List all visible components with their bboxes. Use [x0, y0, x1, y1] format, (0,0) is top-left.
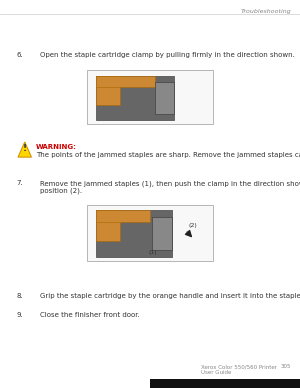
Text: 305: 305: [280, 364, 291, 369]
FancyBboxPatch shape: [96, 210, 172, 257]
FancyBboxPatch shape: [96, 210, 120, 241]
Text: Troubleshooting: Troubleshooting: [240, 9, 291, 14]
FancyBboxPatch shape: [87, 70, 213, 124]
Text: (1): (1): [148, 250, 157, 255]
FancyBboxPatch shape: [96, 76, 155, 87]
Text: The points of the jammed staples are sharp. Remove the jammed staples carefully.: The points of the jammed staples are sha…: [36, 152, 300, 158]
Text: 8.: 8.: [16, 293, 23, 299]
Text: 7.: 7.: [16, 180, 23, 186]
Text: Open the staple cartridge clamp by pulling firmly in the direction shown.: Open the staple cartridge clamp by pulli…: [40, 52, 296, 58]
FancyBboxPatch shape: [87, 205, 213, 261]
Text: !: !: [23, 144, 27, 153]
FancyBboxPatch shape: [96, 76, 120, 105]
FancyBboxPatch shape: [150, 379, 300, 388]
FancyBboxPatch shape: [155, 82, 174, 114]
FancyBboxPatch shape: [96, 210, 150, 222]
Text: Xerox Color 550/560 Printer: Xerox Color 550/560 Printer: [201, 364, 277, 369]
Text: Grip the staple cartridge by the orange handle and insert it into the stapler un: Grip the staple cartridge by the orange …: [40, 293, 300, 299]
Text: 6.: 6.: [16, 52, 23, 58]
FancyBboxPatch shape: [152, 217, 172, 250]
FancyBboxPatch shape: [96, 76, 174, 120]
Text: (2): (2): [188, 223, 197, 228]
Text: User Guide: User Guide: [201, 370, 231, 375]
Polygon shape: [18, 142, 32, 157]
Text: Remove the jammed staples (1), then push the clamp in the direction shown until : Remove the jammed staples (1), then push…: [40, 180, 300, 194]
Text: WARNING:: WARNING:: [36, 144, 77, 150]
Text: Close the finisher front door.: Close the finisher front door.: [40, 312, 140, 318]
Text: 9.: 9.: [16, 312, 23, 318]
